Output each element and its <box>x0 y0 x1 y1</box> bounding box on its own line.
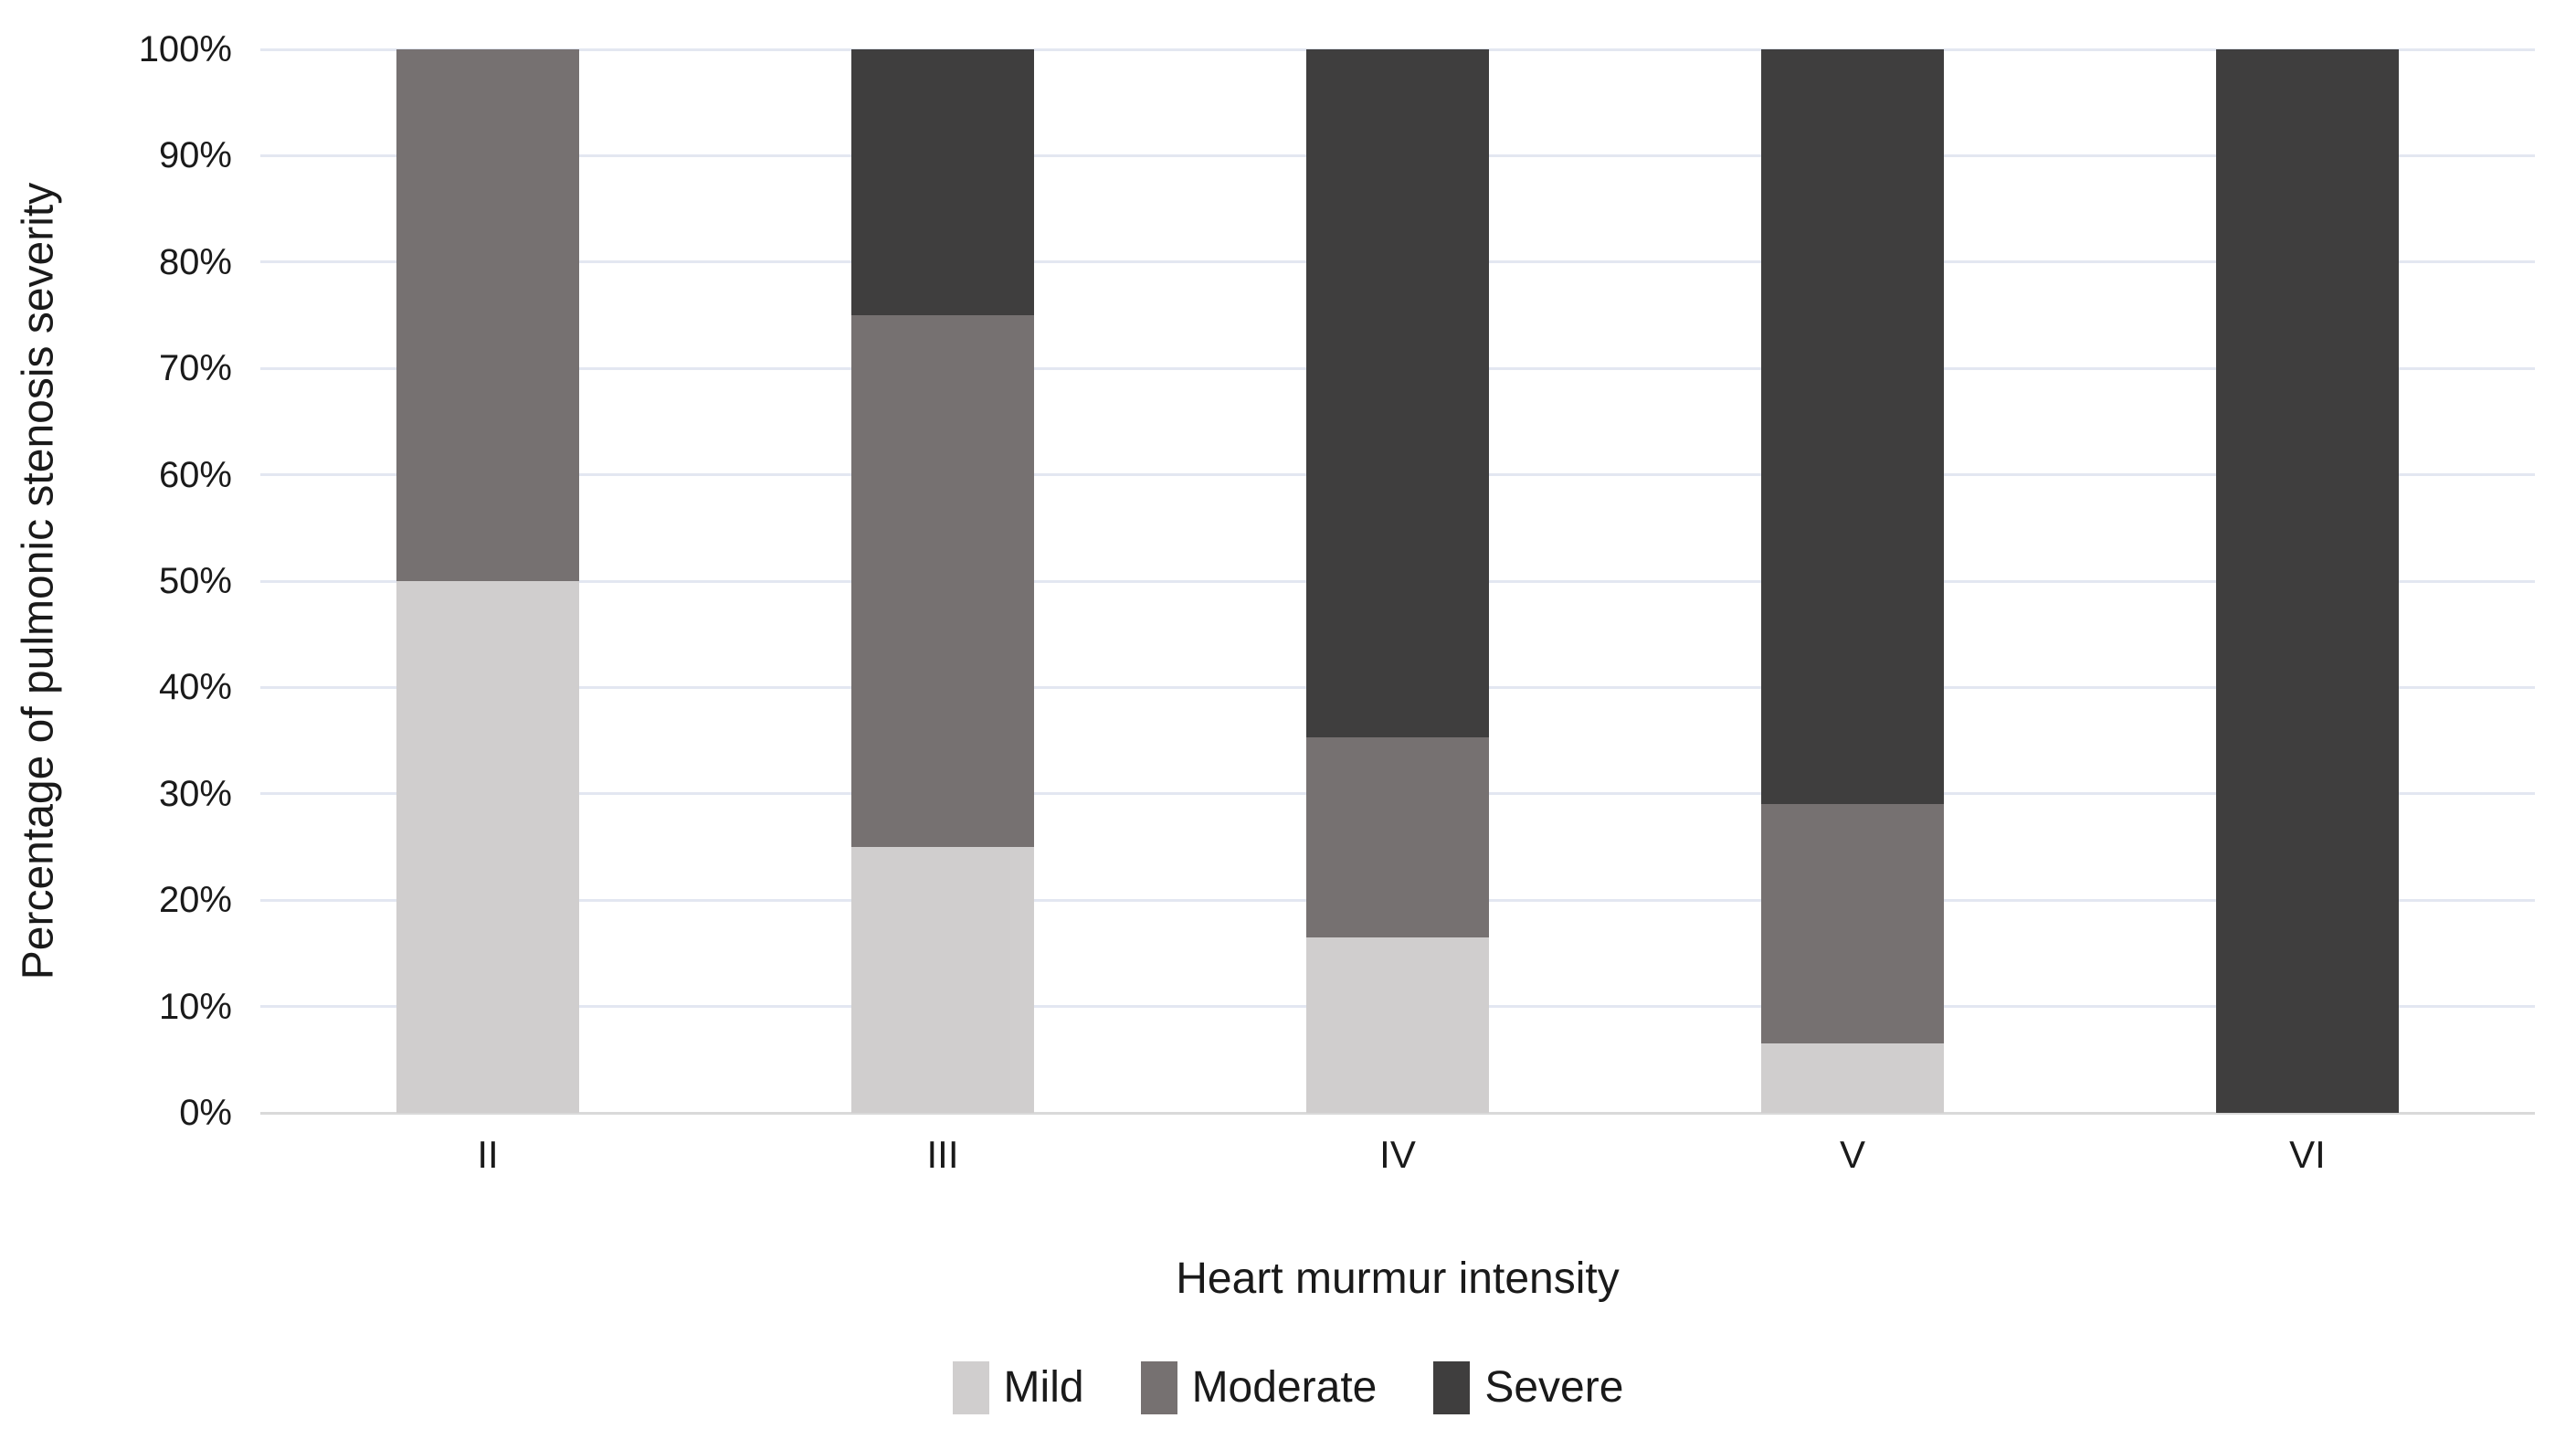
legend-swatch-severe <box>1433 1361 1471 1414</box>
legend-label: Moderate <box>1191 1363 1378 1412</box>
gridline <box>260 48 2535 51</box>
y-tick-label: 90% <box>158 135 232 176</box>
x-axis-title: Heart murmur intensity <box>1176 1254 1620 1303</box>
y-tick-label: 80% <box>158 241 232 282</box>
y-tick-label: 0% <box>179 1093 232 1133</box>
bar-segment-moderate-V <box>1761 804 1944 1044</box>
bar-segment-mild-V <box>1761 1043 1944 1113</box>
y-tick-label: 40% <box>158 667 232 708</box>
x-axis-label-VI: VI <box>2289 1133 2326 1176</box>
x-axis-label-II: II <box>477 1133 499 1176</box>
bar-segment-mild-III <box>851 847 1034 1113</box>
y-tick-label: 20% <box>158 880 232 921</box>
bar-segment-severe-IV <box>1306 49 1489 738</box>
legend-label: Severe <box>1484 1363 1624 1412</box>
x-axis-label-V: V <box>1839 1133 1865 1176</box>
y-tick-label: 30% <box>158 773 232 814</box>
y-tick-label: 50% <box>158 561 232 601</box>
y-tick-label: 100% <box>138 29 232 69</box>
bar-segment-severe-V <box>1761 49 1944 805</box>
x-axis-baseline <box>260 1111 2535 1115</box>
y-tick-label: 10% <box>158 986 232 1027</box>
bar-segment-moderate-III <box>851 315 1034 847</box>
bar-segment-severe-III <box>851 49 1034 315</box>
bar-segment-severe-VI <box>2216 49 2399 1113</box>
legend: Mild Moderate Severe <box>0 1361 2576 1414</box>
bar-segment-mild-II <box>396 581 579 1113</box>
legend-item-severe: Severe <box>1433 1361 1623 1414</box>
legend-swatch-mild <box>952 1361 989 1414</box>
bar-segment-moderate-II <box>396 49 579 581</box>
x-axis-label-III: III <box>926 1133 959 1176</box>
bar-segment-mild-IV <box>1306 937 1489 1113</box>
legend-item-moderate: Moderate <box>1140 1361 1378 1414</box>
legend-label: Mild <box>1003 1363 1084 1412</box>
x-axis-label-IV: IV <box>1379 1133 1416 1176</box>
legend-swatch-moderate <box>1140 1361 1177 1414</box>
legend-item-mild: Mild <box>952 1361 1084 1414</box>
y-tick-label: 70% <box>158 348 232 389</box>
y-tick-label: 60% <box>158 454 232 495</box>
plot-area <box>260 48 2535 1115</box>
bar-segment-moderate-IV <box>1306 737 1489 937</box>
